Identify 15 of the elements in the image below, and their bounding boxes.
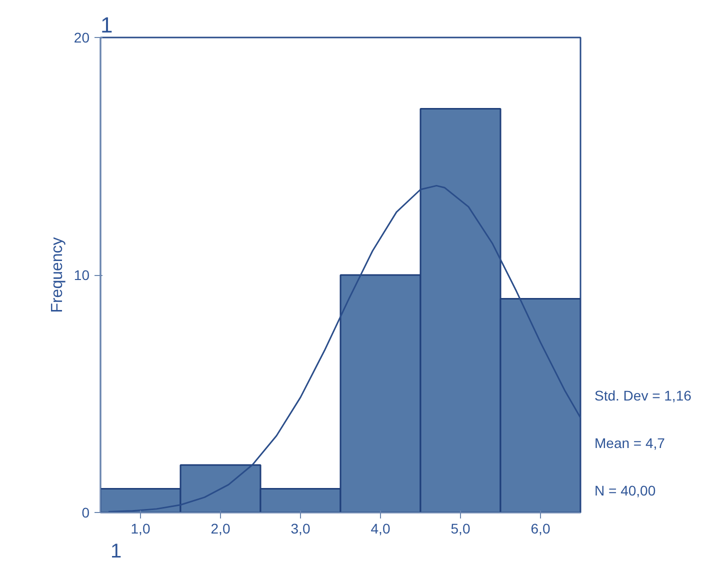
text: N = 40,00 [594, 482, 656, 498]
y-axis-title: Frequency [48, 237, 66, 313]
y-tick-label: 10 [74, 267, 90, 283]
chart-title: 1 [100, 12, 113, 38]
y-tick-label: 0 [82, 504, 90, 520]
x-tick-label: 1,0 [130, 520, 150, 536]
text: Mean = 4,7 [594, 434, 666, 451]
x-tick-label: 3,0 [290, 520, 310, 536]
x-tick-label: 2,0 [210, 520, 230, 536]
text: Std. Dev = 1,16 [594, 387, 692, 404]
y-tick-label: 20 [74, 30, 90, 46]
x-tick-label: 6,0 [530, 520, 550, 536]
x-tick-label: 4,0 [370, 520, 390, 536]
x-tick-label: 5,0 [450, 520, 470, 536]
text: 1 [110, 540, 122, 562]
